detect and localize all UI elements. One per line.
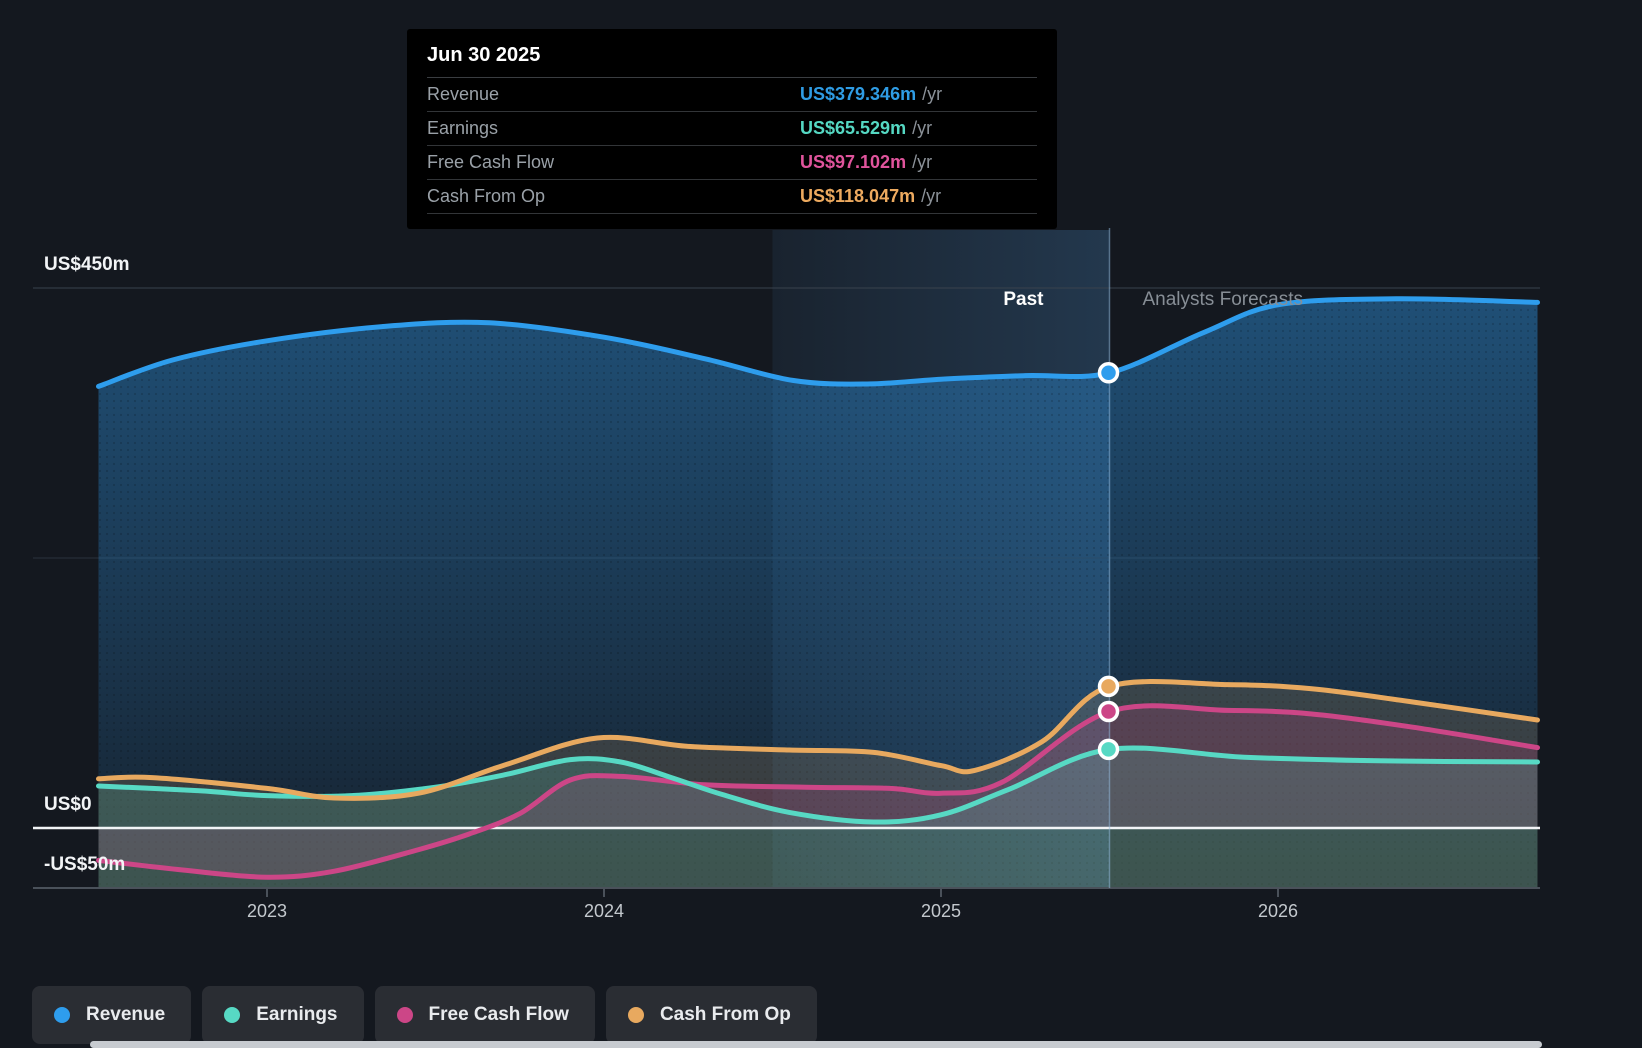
legend-item-label: Cash From Op: [659, 1004, 791, 1025]
legend-item-label: Free Cash Flow: [428, 1004, 569, 1025]
cash-from-op-line: [96, 679, 1540, 801]
legend-color-dot-icon: [54, 1007, 70, 1023]
tooltip-rows: Revenue US$379.346m /yr Earnings US$65.5…: [427, 78, 1037, 214]
past-zone-label: Past: [1003, 289, 1044, 310]
tooltip-row-unit: /yr: [912, 118, 933, 138]
revenue-marker-dot[interactable]: [1097, 362, 1120, 384]
revenue-line: [96, 296, 1540, 389]
cash-from-op-marker-dot[interactable]: [1097, 675, 1120, 698]
y-axis-tick-label: US$450m: [44, 254, 130, 275]
tooltip-date: Jun 30 2025: [427, 29, 1037, 78]
x-axis-tick-label: 2024: [583, 901, 625, 921]
timeline-slider-track[interactable]: [90, 1041, 1542, 1048]
legend-item-label: Earnings: [256, 1004, 338, 1025]
y-axis-tick-label: -US$50m: [44, 854, 126, 875]
tooltip-row-label: Free Cash Flow: [427, 152, 555, 172]
tooltip-row-unit: /yr: [922, 84, 943, 104]
legend-item-label: Revenue: [86, 1004, 166, 1025]
tooltip-row-value: US$379.346m: [800, 84, 917, 104]
legend-color-dot-icon: [627, 1007, 644, 1023]
chart-tooltip: Jun 30 2025 Revenue US$379.346m /yr Earn…: [407, 29, 1057, 229]
tooltip-row: Revenue US$379.346m /yr: [427, 78, 1037, 112]
legend-color-dot-icon: [396, 1007, 413, 1023]
x-axis-tick-label: 2025: [920, 901, 962, 921]
legend-item[interactable]: Cash From Op: [605, 986, 817, 1044]
tooltip-row: Free Cash Flow US$97.102m /yr: [427, 146, 1037, 180]
free-cash-flow-line: [96, 703, 1540, 880]
earnings-marker-dot[interactable]: [1097, 738, 1120, 761]
forecast-zone-label: Analysts Forecasts: [1142, 289, 1304, 310]
tooltip-row-label: Earnings: [427, 118, 499, 138]
tooltip-row-label: Cash From Op: [427, 186, 546, 206]
tooltip-row-value: US$65.529m: [800, 118, 907, 138]
free-cash-flow-marker-dot[interactable]: [1097, 700, 1120, 723]
legend-color-dot-icon: [224, 1007, 241, 1023]
legend-item[interactable]: Revenue: [32, 986, 192, 1044]
x-axis-tick-label: 2023: [246, 901, 288, 921]
tooltip-row-unit: /yr: [912, 152, 933, 172]
revenue-area: [98, 298, 1538, 889]
tooltip-row: Earnings US$65.529m /yr: [427, 112, 1037, 146]
tooltip-row-unit: /yr: [921, 186, 942, 206]
tooltip-row-value: US$118.047m: [800, 186, 916, 206]
tooltip-row: Cash From Op US$118.047m /yr: [427, 180, 1037, 214]
legend-item[interactable]: Earnings: [202, 986, 364, 1044]
tooltip-row-label: Revenue: [427, 84, 500, 104]
y-axis-tick-label: US$0: [44, 794, 92, 815]
x-axis-tick-label: 2026: [1257, 901, 1299, 921]
legend-item[interactable]: Free Cash Flow: [374, 986, 595, 1044]
tooltip-row-value: US$97.102m: [800, 152, 907, 172]
chart-legend: Revenue Earnings Free Cash Flow Cash Fro…: [32, 986, 817, 1044]
